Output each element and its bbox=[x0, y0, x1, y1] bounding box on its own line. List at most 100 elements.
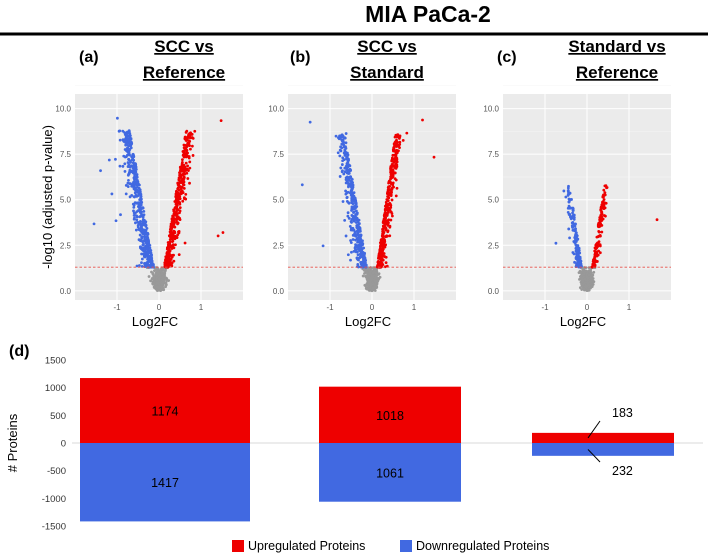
point-downregulated bbox=[129, 161, 132, 164]
point-downregulated bbox=[573, 260, 576, 264]
point-downregulated bbox=[129, 182, 132, 186]
point-downregulated bbox=[348, 164, 352, 168]
y-tick-label: 1500 bbox=[45, 356, 66, 367]
point-downregulated bbox=[132, 214, 136, 217]
point-upregulated bbox=[381, 236, 385, 240]
point-upregulated bbox=[385, 221, 389, 225]
y-tick-label: 10.0 bbox=[55, 105, 71, 114]
point-downregulated bbox=[350, 250, 353, 254]
point-downregulated bbox=[352, 211, 355, 214]
point-downregulated bbox=[356, 253, 360, 257]
y-tick-label: -1500 bbox=[42, 522, 66, 533]
point-upregulated bbox=[379, 259, 383, 263]
point-upregulated bbox=[173, 237, 177, 241]
point-upregulated bbox=[398, 135, 402, 139]
point-nonsignificant bbox=[584, 285, 588, 288]
point-downregulated bbox=[577, 246, 581, 250]
point-nonsignificant bbox=[157, 286, 161, 290]
point-downregulated bbox=[351, 228, 355, 232]
bar-upregulated bbox=[319, 386, 461, 443]
point-downregulated bbox=[347, 216, 351, 220]
point-upregulated bbox=[191, 154, 195, 157]
point-nonsignificant bbox=[586, 279, 589, 283]
panel-title-line-2: Reference bbox=[576, 63, 658, 82]
point-upregulated bbox=[168, 230, 172, 234]
point-upregulated bbox=[602, 198, 606, 201]
point-upregulated bbox=[393, 171, 397, 175]
y-tick-label: 5.0 bbox=[273, 196, 285, 205]
point-downregulated bbox=[124, 192, 128, 196]
point-upregulated bbox=[396, 143, 399, 147]
point-downregulated bbox=[133, 191, 137, 195]
x-tick-label: 1 bbox=[199, 303, 204, 312]
point-upregulated bbox=[379, 238, 383, 242]
point-downregulated bbox=[358, 248, 361, 252]
point-downregulated bbox=[145, 227, 149, 230]
point-outlier bbox=[219, 119, 223, 123]
point-upregulated bbox=[175, 209, 178, 213]
point-outlier bbox=[116, 116, 119, 120]
point-upregulated bbox=[592, 264, 596, 268]
point-downregulated bbox=[355, 230, 359, 234]
point-nonsignificant bbox=[153, 286, 156, 290]
point-upregulated bbox=[185, 171, 189, 175]
point-downregulated bbox=[136, 220, 140, 224]
point-downregulated bbox=[346, 253, 350, 257]
point-outlier bbox=[92, 222, 96, 226]
bar-value-label-down: 1417 bbox=[151, 476, 179, 490]
point-nonsignificant bbox=[156, 281, 160, 284]
point-downregulated bbox=[353, 217, 357, 221]
point-downregulated bbox=[139, 207, 143, 211]
point-downregulated bbox=[362, 255, 366, 259]
point-downregulated bbox=[364, 263, 368, 267]
point-upregulated bbox=[168, 260, 172, 264]
point-upregulated bbox=[175, 189, 178, 193]
point-downregulated bbox=[567, 192, 571, 196]
point-upregulated bbox=[393, 141, 397, 145]
point-upregulated bbox=[599, 206, 603, 210]
point-upregulated bbox=[590, 265, 594, 269]
point-upregulated bbox=[597, 240, 601, 244]
point-upregulated bbox=[395, 186, 399, 190]
data-points bbox=[92, 116, 225, 293]
point-upregulated bbox=[380, 250, 384, 254]
point-downregulated bbox=[351, 233, 355, 237]
point-downregulated bbox=[346, 190, 350, 194]
point-downregulated bbox=[135, 264, 139, 268]
point-downregulated bbox=[572, 216, 576, 219]
point-downregulated bbox=[344, 234, 348, 238]
point-nonsignificant bbox=[367, 269, 371, 272]
point-upregulated bbox=[377, 256, 380, 260]
point-upregulated bbox=[181, 199, 185, 203]
point-nonsignificant bbox=[161, 276, 165, 279]
point-downregulated bbox=[126, 153, 129, 157]
point-upregulated bbox=[383, 213, 387, 216]
y-tick-label: 5.0 bbox=[60, 196, 72, 205]
point-upregulated bbox=[170, 245, 174, 249]
point-downregulated bbox=[357, 234, 361, 238]
point-downregulated bbox=[348, 167, 352, 171]
point-downregulated bbox=[568, 236, 571, 240]
point-upregulated bbox=[388, 184, 392, 188]
point-upregulated bbox=[389, 168, 393, 172]
point-outlier bbox=[107, 158, 111, 162]
point-downregulated bbox=[137, 190, 141, 194]
point-upregulated bbox=[168, 234, 172, 238]
point-upregulated bbox=[386, 219, 390, 222]
point-nonsignificant bbox=[366, 287, 369, 291]
point-downregulated bbox=[143, 233, 146, 236]
point-downregulated bbox=[131, 155, 135, 159]
point-upregulated bbox=[182, 149, 186, 153]
point-upregulated bbox=[604, 201, 608, 205]
point-upregulated bbox=[175, 215, 179, 219]
point-upregulated bbox=[380, 252, 384, 256]
point-upregulated bbox=[392, 161, 396, 164]
y-tick-label: -1000 bbox=[42, 494, 66, 505]
y-tick-label: 7.5 bbox=[273, 150, 285, 159]
point-upregulated bbox=[390, 212, 394, 215]
point-upregulated bbox=[379, 246, 382, 250]
point-nonsignificant bbox=[366, 283, 370, 287]
point-downregulated bbox=[350, 190, 354, 194]
point-downregulated bbox=[135, 175, 139, 178]
point-downregulated bbox=[352, 205, 356, 209]
